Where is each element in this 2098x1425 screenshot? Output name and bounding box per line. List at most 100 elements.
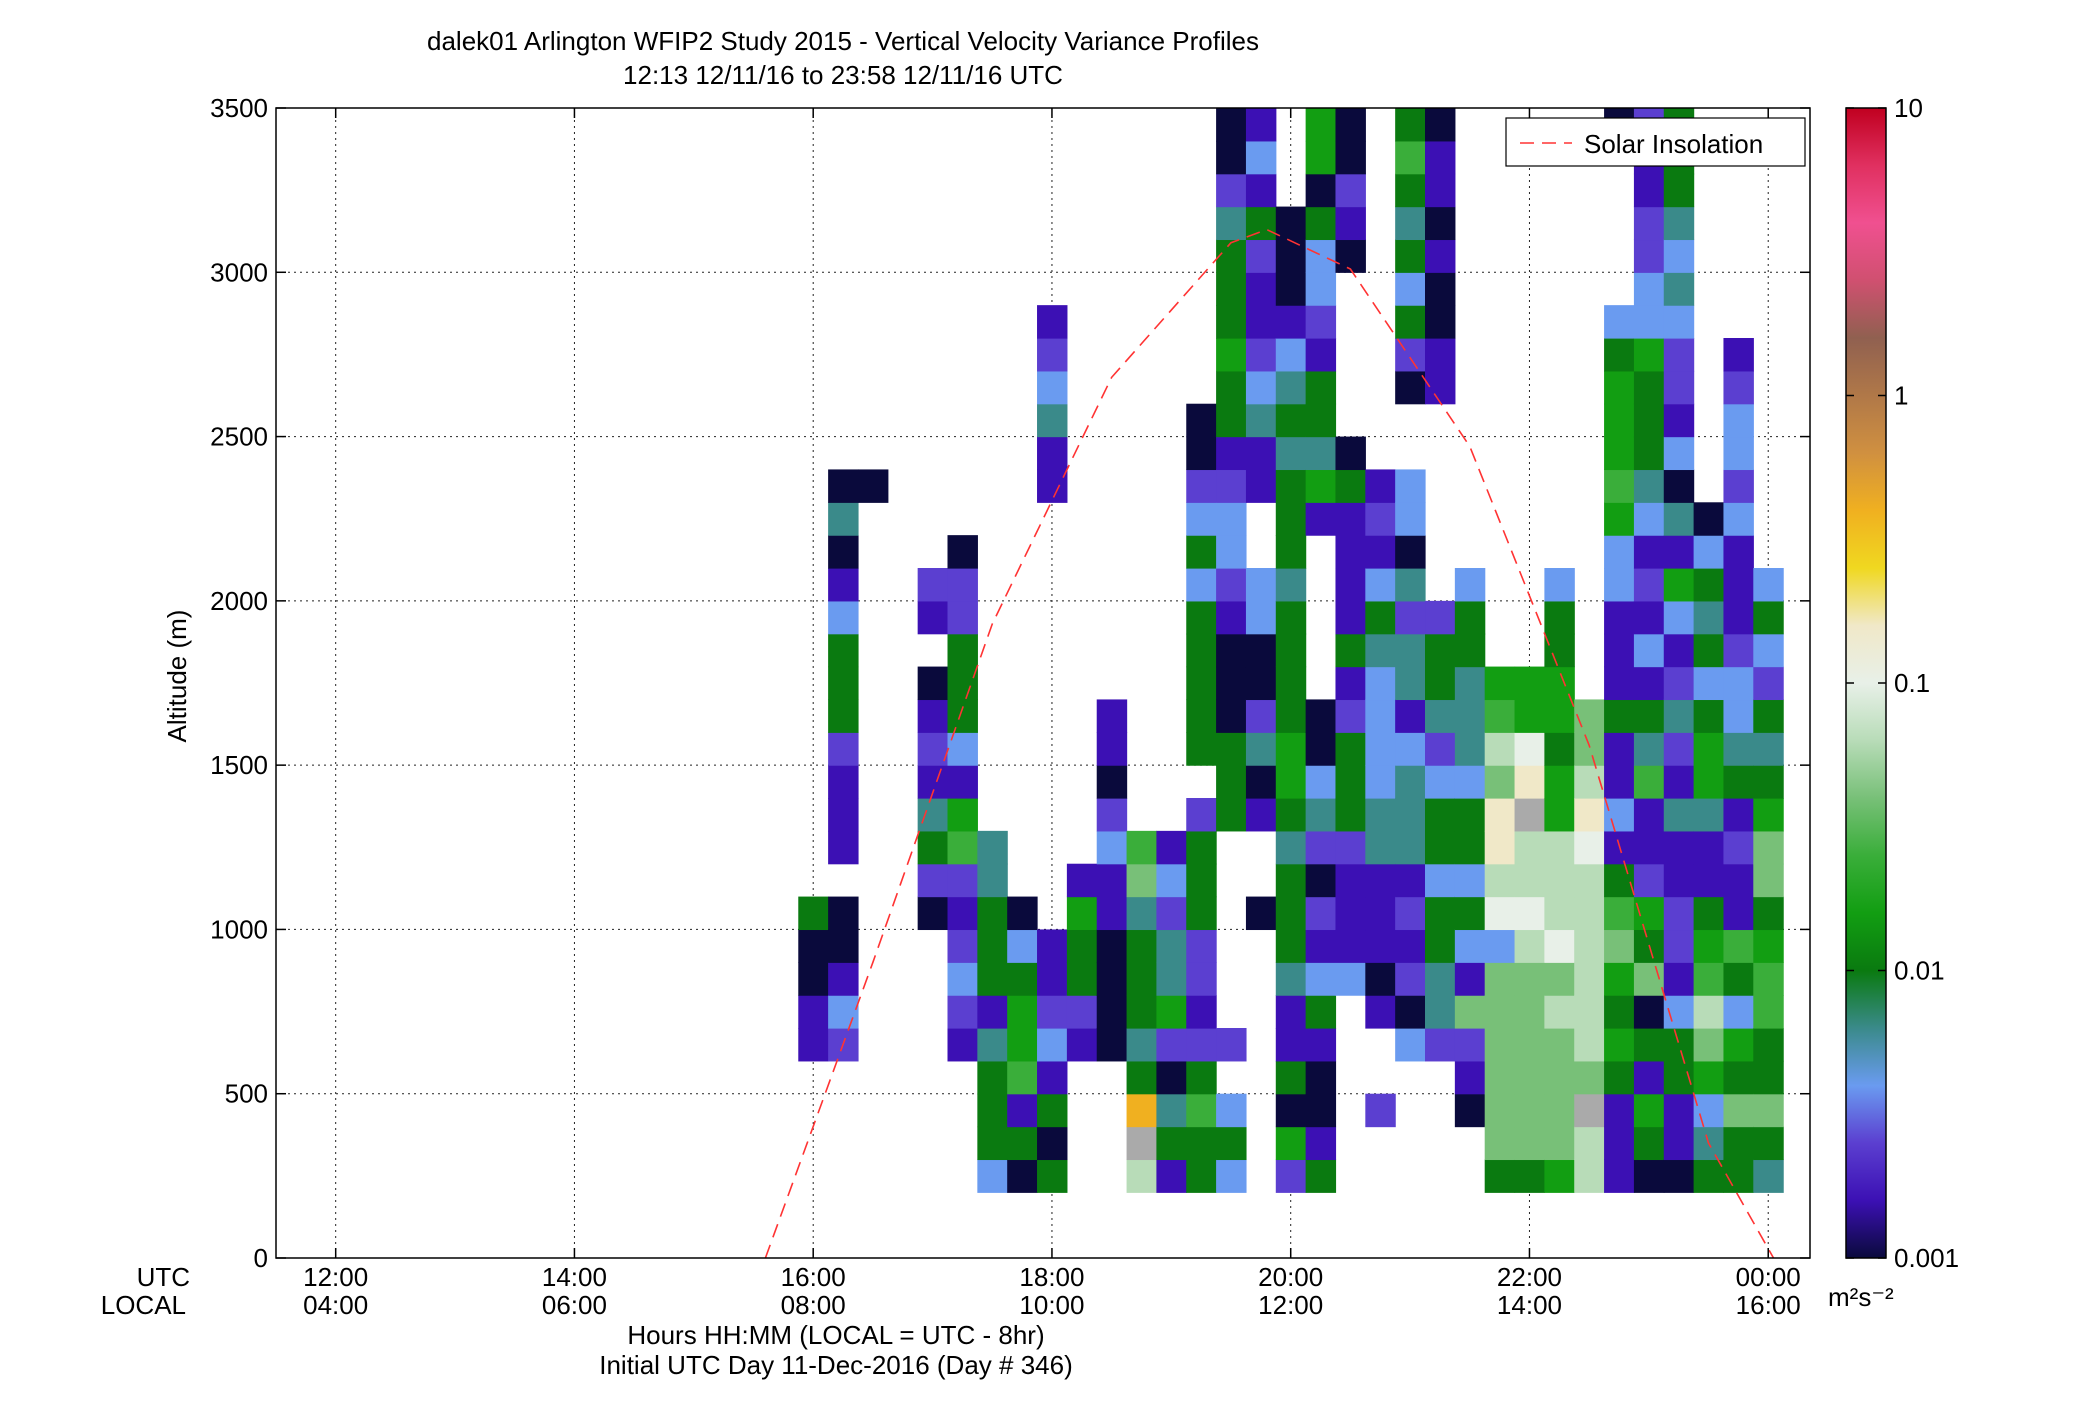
heatmap-cell xyxy=(1633,666,1665,701)
heatmap-cell xyxy=(1007,962,1038,996)
heatmap-cell xyxy=(1216,436,1247,471)
heatmap-cell xyxy=(1633,502,1665,536)
heatmap-cell xyxy=(1723,535,1754,569)
heatmap-cell xyxy=(1365,765,1396,799)
heatmap-cell xyxy=(917,863,949,898)
heatmap-cell xyxy=(1335,502,1366,536)
heatmap-cell xyxy=(1633,272,1665,306)
heatmap-cell xyxy=(1723,666,1754,701)
heatmap-cell xyxy=(1425,108,1456,142)
heatmap-cell xyxy=(1753,666,1784,701)
heatmap-cell xyxy=(1484,732,1516,766)
heatmap-cell xyxy=(1663,403,1695,438)
heatmap-cell xyxy=(828,732,859,766)
heatmap-cell xyxy=(1275,1126,1307,1161)
heatmap-cell xyxy=(1395,732,1426,766)
heatmap-cell xyxy=(1245,239,1277,273)
heatmap-cell xyxy=(1425,995,1456,1029)
heatmap-cell xyxy=(1305,173,1337,208)
heatmap-cell xyxy=(1395,995,1426,1029)
heatmap-cell xyxy=(1305,140,1337,175)
heatmap-cell xyxy=(1544,830,1575,865)
heatmap-cell xyxy=(1574,699,1605,733)
heatmap-cell xyxy=(1544,1159,1575,1193)
heatmap-cell xyxy=(1186,863,1217,898)
heatmap-cell xyxy=(1425,765,1456,799)
heatmap-cell xyxy=(828,995,859,1029)
heatmap-cell xyxy=(828,765,859,799)
heatmap-cell xyxy=(1395,600,1426,635)
heatmap-cell xyxy=(1216,1093,1247,1128)
heatmap-cell xyxy=(1484,995,1516,1029)
heatmap-cell xyxy=(947,929,978,963)
heatmap-cell xyxy=(828,962,859,996)
heatmap-cell xyxy=(1365,1093,1396,1128)
heatmap-cell xyxy=(1514,1028,1545,1062)
heatmap-cell xyxy=(1156,1028,1187,1062)
heatmap-cell xyxy=(1604,929,1635,963)
heatmap-cell xyxy=(1365,732,1396,766)
heatmap-cell xyxy=(828,699,859,733)
heatmap-cell xyxy=(1335,239,1366,273)
heatmap-cell xyxy=(947,633,978,668)
heatmap-cell xyxy=(1156,962,1187,996)
heatmap-cell xyxy=(1633,239,1665,273)
heatmap-cell xyxy=(1216,1028,1247,1062)
heatmap-cell xyxy=(1305,502,1337,536)
x-axis-label-initial-day: Initial UTC Day 11-Dec-2016 (Day # 346) xyxy=(599,1350,1072,1380)
heatmap-cell xyxy=(1007,1159,1038,1193)
heatmap-cell xyxy=(1604,1093,1635,1128)
y-axis-label: Altitude (m) xyxy=(162,610,192,743)
heatmap-cell xyxy=(1186,1028,1217,1062)
heatmap-cell xyxy=(1663,830,1695,865)
heatmap-cell xyxy=(1037,403,1068,438)
heatmap-cell xyxy=(1245,765,1277,799)
heatmap-cell xyxy=(1723,633,1754,668)
heatmap-cell xyxy=(1753,765,1784,799)
heatmap-cell xyxy=(1633,1060,1665,1095)
heatmap-cell xyxy=(1514,699,1545,733)
heatmap-cell xyxy=(977,896,1008,931)
heatmap-cell xyxy=(917,798,949,832)
heatmap-cell xyxy=(1544,896,1575,931)
heatmap-cell xyxy=(1335,666,1366,701)
x-tick-label-local: 16:00 xyxy=(1736,1290,1801,1320)
heatmap-cell xyxy=(1395,370,1426,405)
heatmap-cell xyxy=(1723,403,1754,438)
heatmap-cell xyxy=(1216,798,1247,832)
x-tick-label-local: 10:00 xyxy=(1019,1290,1084,1320)
heatmap-cell xyxy=(1544,995,1575,1029)
heatmap-cell xyxy=(1216,502,1247,536)
heatmap-cell xyxy=(977,863,1008,898)
heatmap-cell xyxy=(1693,1159,1725,1193)
heatmap-cell xyxy=(1484,863,1516,898)
heatmap-cell xyxy=(947,863,978,898)
heatmap-cell xyxy=(1604,1159,1635,1193)
heatmap-cell xyxy=(1335,765,1366,799)
heatmap-cell xyxy=(977,929,1008,963)
heatmap-cell xyxy=(977,1093,1008,1128)
plot-frame xyxy=(275,107,1811,1259)
heatmap-cell xyxy=(1604,896,1635,931)
heatmap-cell xyxy=(1335,699,1366,733)
heatmap-cell xyxy=(1216,305,1247,339)
heatmap-cell xyxy=(1693,995,1725,1029)
heatmap-cell xyxy=(1425,305,1456,339)
heatmap-cell xyxy=(977,995,1008,1029)
heatmap-cell xyxy=(1633,173,1665,208)
heatmap-cell xyxy=(1663,370,1695,405)
heatmap-cell xyxy=(1723,338,1754,372)
heatmap-cell xyxy=(1544,732,1575,766)
heatmap-cell xyxy=(857,469,889,503)
heatmap-cell xyxy=(1633,1093,1665,1128)
heatmap-cell xyxy=(1156,896,1187,931)
heatmap-cell xyxy=(1395,469,1426,503)
heatmap-cell xyxy=(1186,633,1217,668)
y-tick-label: 1000 xyxy=(210,914,268,944)
heatmap-cell xyxy=(1066,995,1098,1029)
colorbar-tick-label: 0.01 xyxy=(1894,956,1945,986)
heatmap-cell xyxy=(1425,272,1456,306)
heatmap-cell xyxy=(1663,798,1695,832)
heatmap-cell xyxy=(1365,633,1396,668)
